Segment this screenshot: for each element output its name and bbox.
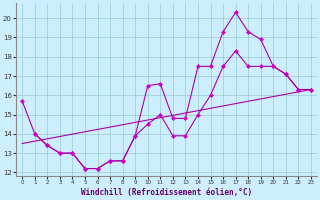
X-axis label: Windchill (Refroidissement éolien,°C): Windchill (Refroidissement éolien,°C) [81, 188, 252, 197]
